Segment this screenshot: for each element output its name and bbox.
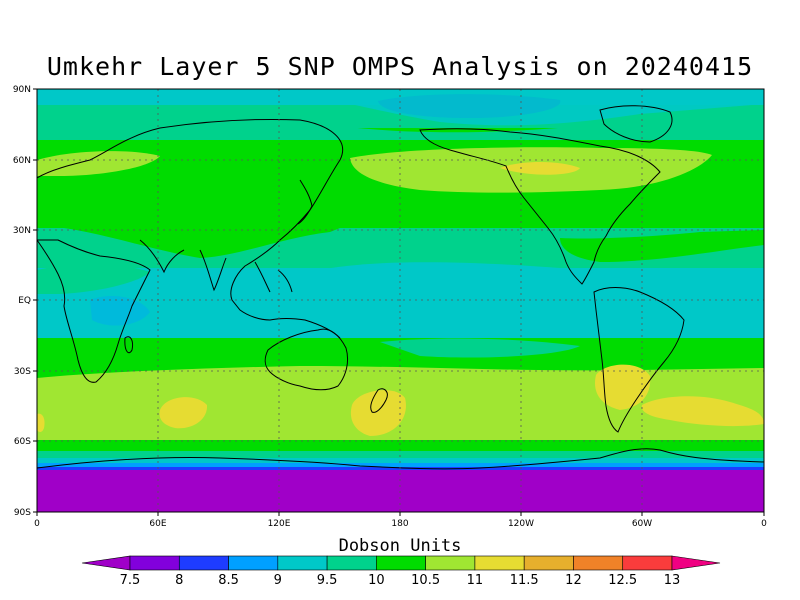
chart-title: Umkehr Layer 5 SNP OMPS Analysis on 2024… bbox=[46, 52, 754, 81]
map-field bbox=[37, 89, 764, 512]
colorbar-min-arrow bbox=[81, 555, 131, 571]
coast-madagascar bbox=[124, 336, 133, 354]
band-s-68 bbox=[37, 458, 764, 466]
lon-label: 0 bbox=[761, 519, 767, 529]
colorbar-label: 12.5 bbox=[608, 573, 637, 588]
lon-label: 120E bbox=[268, 519, 291, 529]
colorbar-label: 11.5 bbox=[510, 573, 539, 588]
s-mid-yellow-1 bbox=[159, 397, 208, 429]
lat-label: 90N bbox=[13, 85, 31, 95]
colorbar-label: 8.5 bbox=[218, 573, 239, 588]
s-sub-teal-pac bbox=[380, 338, 580, 358]
colorbar-swatch bbox=[129, 555, 180, 571]
n-mid-yellow bbox=[500, 162, 580, 175]
coast-greenland bbox=[599, 105, 673, 143]
lon-label: 180 bbox=[391, 519, 408, 529]
tropics-africa-teal bbox=[90, 296, 150, 326]
lat-label: 30S bbox=[14, 367, 31, 377]
coast-arabia bbox=[139, 239, 185, 274]
coast-se-asia bbox=[254, 261, 293, 293]
coast-india bbox=[199, 249, 227, 292]
colorbar-label: 9.5 bbox=[317, 573, 338, 588]
colorbar-max-arrow bbox=[671, 555, 721, 571]
colorbar-label: 13 bbox=[664, 573, 681, 588]
colorbar-swatch bbox=[573, 555, 624, 571]
colorbar-swatch bbox=[425, 555, 476, 571]
colorbar-label: 8 bbox=[175, 573, 183, 588]
n-sub-green-right bbox=[560, 230, 764, 262]
colorbar-label: 11 bbox=[467, 573, 484, 588]
coast-south-america bbox=[593, 287, 685, 433]
band-antarctic bbox=[37, 470, 764, 512]
colorbar-label: 10.5 bbox=[411, 573, 440, 588]
coast-antarctica bbox=[37, 448, 764, 470]
ticks bbox=[33, 88, 765, 516]
lon-label: 120W bbox=[508, 519, 534, 529]
band-s-60 bbox=[37, 440, 764, 454]
coast-newzealand bbox=[370, 388, 388, 413]
coast-japan bbox=[297, 179, 313, 225]
lat-label: 60S bbox=[14, 437, 31, 447]
lat-label: EQ bbox=[18, 296, 31, 306]
colorbar-label: 12 bbox=[565, 573, 582, 588]
lat-labels: 90N 60N 30N EQ 30S 60S 90S bbox=[13, 85, 31, 518]
lon-label: 60E bbox=[149, 519, 166, 529]
colorbar-label: 10 bbox=[368, 573, 385, 588]
grid bbox=[37, 89, 764, 512]
n-polar-teal bbox=[37, 89, 764, 126]
n-sub-green-bulge bbox=[37, 225, 340, 258]
s-mid-yellow-4 bbox=[641, 396, 764, 427]
coast-australia bbox=[264, 328, 349, 391]
coast-europe-asia bbox=[37, 118, 343, 339]
band-s-70 bbox=[37, 463, 764, 469]
colorbar-swatch bbox=[523, 555, 574, 571]
colorbar-swatch bbox=[228, 555, 279, 571]
coastlines bbox=[37, 105, 764, 470]
n-polar-dip bbox=[37, 112, 764, 140]
band-s-72 bbox=[37, 467, 764, 472]
colorbar-title: Dobson Units bbox=[338, 536, 462, 556]
lon-label: 60W bbox=[632, 519, 652, 529]
n-mid-lime-left bbox=[37, 151, 160, 176]
n-sub-teal-pacific bbox=[320, 262, 608, 286]
colorbar-swatch bbox=[178, 555, 229, 571]
colorbar-swatch bbox=[622, 555, 673, 571]
s-mid-yellow-2 bbox=[350, 390, 406, 436]
colorbar-label: 9 bbox=[274, 573, 282, 588]
colorbar-swatch bbox=[277, 555, 328, 571]
coast-africa bbox=[37, 239, 151, 383]
colorbar-swatch bbox=[326, 555, 377, 571]
tropics-teal-left bbox=[37, 264, 150, 294]
lat-label: 90S bbox=[14, 508, 31, 518]
lat-label: 30N bbox=[13, 226, 31, 236]
colorbar-swatch bbox=[376, 555, 426, 571]
band-s-65 bbox=[37, 451, 764, 461]
lon-label: 0 bbox=[34, 519, 40, 529]
colorbar-swatch bbox=[474, 555, 525, 571]
colorbar-label: 7.5 bbox=[120, 573, 141, 588]
colorbar: 7.5 8 8.5 9 9.5 10 10.5 11 11.5 12 12.5 13 bbox=[81, 555, 721, 588]
lat-label: 60N bbox=[13, 156, 31, 166]
s-mid-yellow-edge bbox=[37, 413, 45, 432]
lon-labels: 0 60E 120E 180 120W 60W 0 bbox=[34, 519, 767, 529]
coast-north-america bbox=[419, 128, 661, 285]
